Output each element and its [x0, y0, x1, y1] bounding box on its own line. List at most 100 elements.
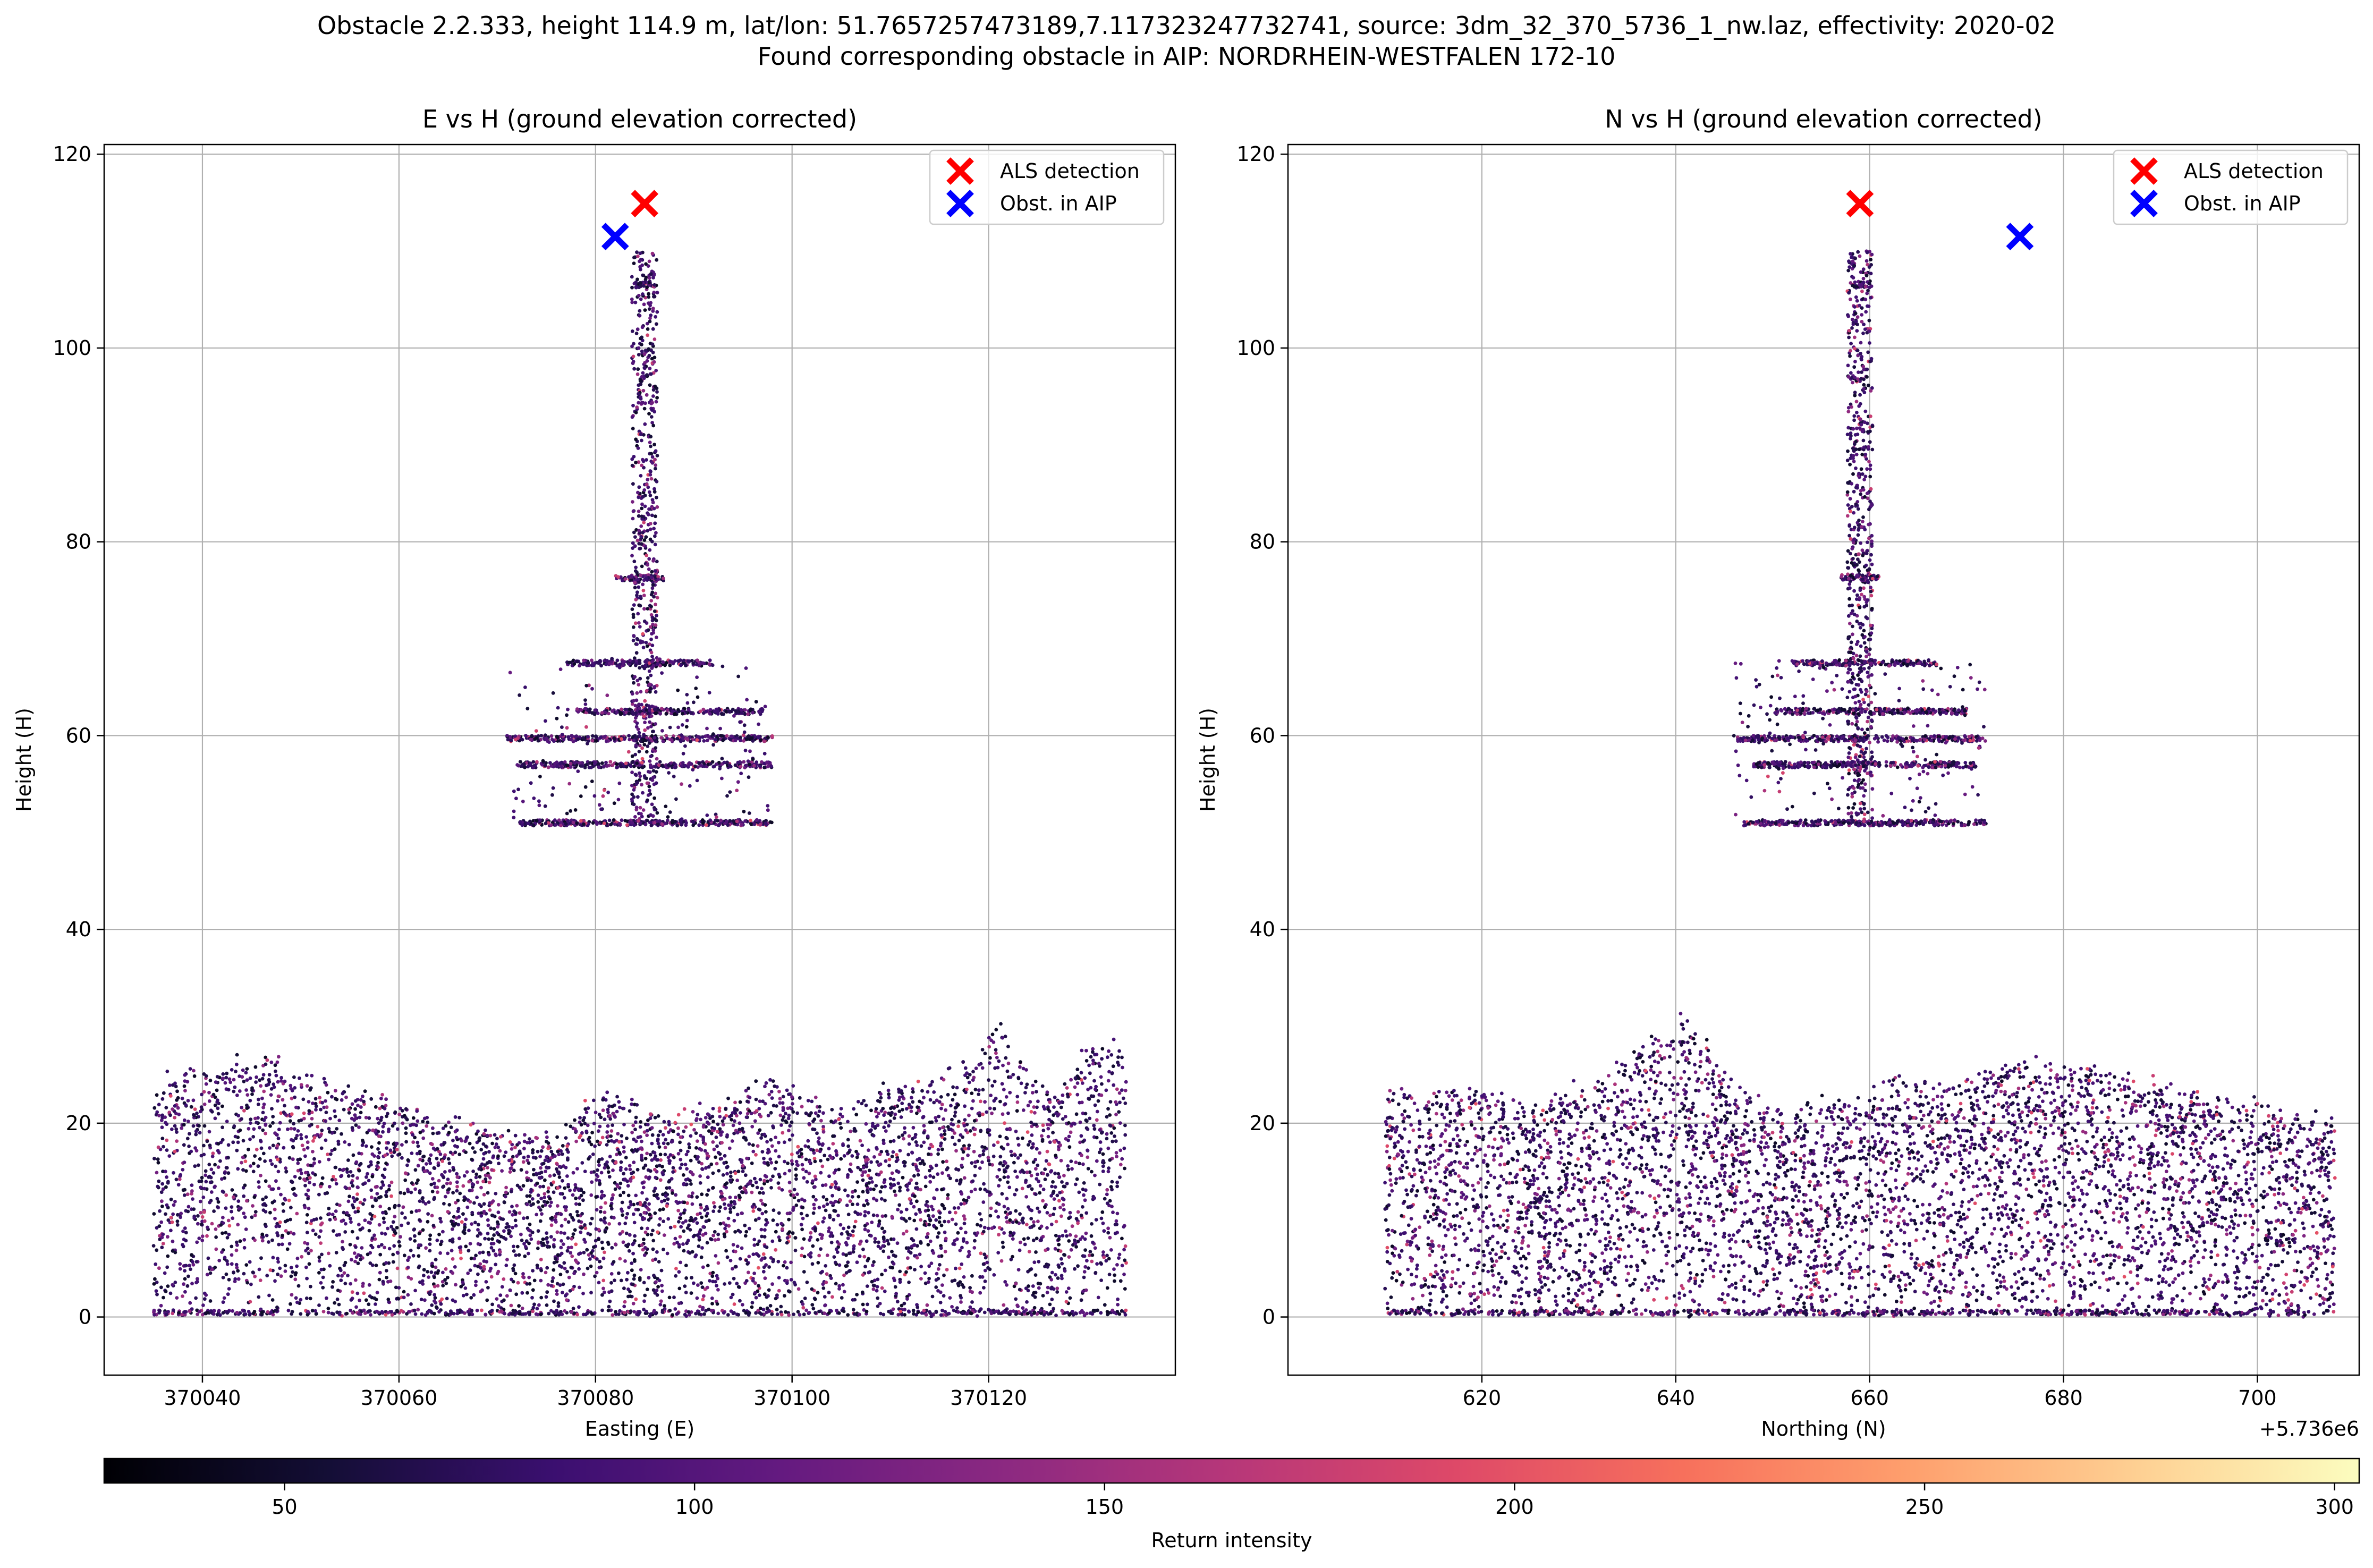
point	[895, 1241, 900, 1245]
point	[375, 1192, 379, 1196]
point	[972, 1149, 976, 1154]
point	[729, 1171, 733, 1174]
point	[1117, 1256, 1121, 1260]
point	[605, 1143, 609, 1147]
point	[403, 1216, 407, 1220]
point	[600, 1240, 604, 1244]
point	[1051, 1180, 1055, 1184]
point	[866, 1229, 870, 1233]
point	[291, 1157, 295, 1162]
point	[1033, 1158, 1037, 1162]
point	[1115, 1184, 1120, 1189]
point	[995, 1175, 999, 1179]
point	[1098, 1182, 1102, 1186]
point	[1047, 1117, 1051, 1122]
point	[233, 1277, 238, 1281]
point	[926, 1090, 930, 1094]
point	[699, 1203, 702, 1207]
point	[1079, 1071, 1083, 1075]
point	[876, 1123, 880, 1128]
point	[416, 1308, 420, 1312]
point	[860, 1290, 865, 1294]
point	[645, 1197, 649, 1201]
point	[802, 1176, 806, 1180]
point	[612, 1216, 616, 1220]
point	[242, 1211, 245, 1215]
point	[672, 1295, 676, 1300]
point	[994, 1209, 998, 1214]
point	[630, 1148, 634, 1152]
point	[955, 1306, 959, 1310]
point	[300, 1143, 304, 1148]
point	[862, 1165, 866, 1169]
point	[962, 1237, 965, 1241]
point	[464, 1217, 468, 1222]
point	[1008, 1126, 1012, 1131]
point	[311, 1150, 315, 1154]
point	[467, 1180, 471, 1184]
point	[1032, 1224, 1036, 1228]
point	[306, 1163, 310, 1167]
point	[545, 1231, 549, 1235]
point	[813, 1297, 817, 1301]
point	[970, 1274, 974, 1278]
point	[899, 1210, 903, 1214]
point	[198, 1131, 202, 1135]
point	[1032, 1220, 1036, 1224]
point	[443, 1155, 447, 1159]
point	[887, 1164, 891, 1168]
point	[1025, 1161, 1029, 1165]
point	[988, 1061, 991, 1065]
point	[681, 1221, 685, 1225]
point	[387, 1184, 392, 1188]
point	[208, 1299, 213, 1303]
point	[567, 1275, 571, 1279]
point	[879, 1170, 883, 1174]
point	[240, 1075, 244, 1079]
point	[354, 1255, 359, 1259]
point	[908, 1266, 912, 1270]
point	[767, 1092, 772, 1097]
point	[432, 1166, 436, 1170]
point	[601, 1098, 605, 1102]
point	[892, 1106, 896, 1110]
point	[731, 1243, 735, 1247]
point	[777, 1235, 781, 1239]
point	[955, 1086, 959, 1090]
point	[963, 1118, 967, 1122]
point	[708, 1272, 713, 1276]
point	[274, 1164, 278, 1168]
point	[768, 1078, 772, 1082]
point	[996, 1215, 1001, 1219]
point	[1021, 1108, 1026, 1112]
point	[199, 1210, 203, 1215]
point	[658, 1178, 663, 1182]
point	[330, 1285, 334, 1289]
point	[879, 1197, 884, 1201]
point	[481, 1250, 485, 1255]
point	[479, 1148, 484, 1152]
point	[447, 1131, 451, 1135]
point	[536, 1200, 540, 1204]
point	[337, 1302, 341, 1307]
point	[769, 1138, 773, 1142]
point	[630, 1268, 634, 1273]
point	[1047, 1163, 1052, 1166]
point	[1082, 1275, 1086, 1279]
point	[889, 1106, 893, 1111]
point	[492, 1233, 496, 1237]
point	[673, 1236, 677, 1241]
point	[887, 1096, 891, 1100]
point	[208, 1079, 213, 1082]
point	[1123, 1133, 1128, 1137]
point	[522, 1147, 526, 1151]
point	[1083, 1112, 1088, 1116]
point	[753, 1218, 758, 1222]
point	[733, 1100, 737, 1105]
point	[948, 1210, 952, 1215]
point	[1081, 1140, 1085, 1144]
point	[174, 1127, 179, 1131]
point	[946, 1125, 950, 1129]
point-cloud	[151, 250, 1128, 1319]
point	[400, 1156, 404, 1160]
